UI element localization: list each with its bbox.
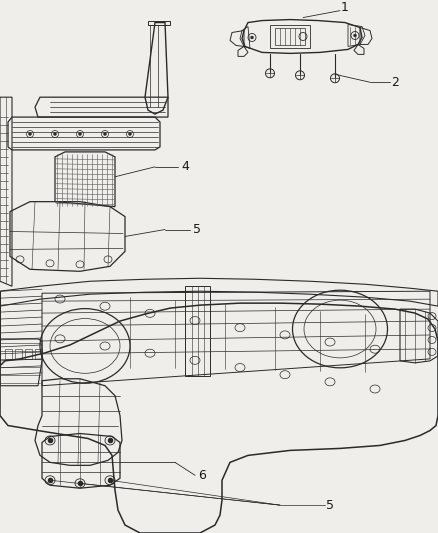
Text: 2: 2 (391, 76, 399, 89)
Text: 5: 5 (193, 223, 201, 236)
Ellipse shape (128, 133, 131, 135)
Text: 6: 6 (198, 469, 206, 482)
Ellipse shape (28, 133, 32, 135)
Ellipse shape (103, 133, 106, 135)
Ellipse shape (53, 133, 57, 135)
Text: 1: 1 (341, 1, 349, 14)
Ellipse shape (78, 133, 81, 135)
Text: 4: 4 (181, 160, 189, 173)
Text: 5: 5 (326, 499, 334, 512)
Ellipse shape (251, 36, 254, 39)
Ellipse shape (353, 34, 357, 37)
